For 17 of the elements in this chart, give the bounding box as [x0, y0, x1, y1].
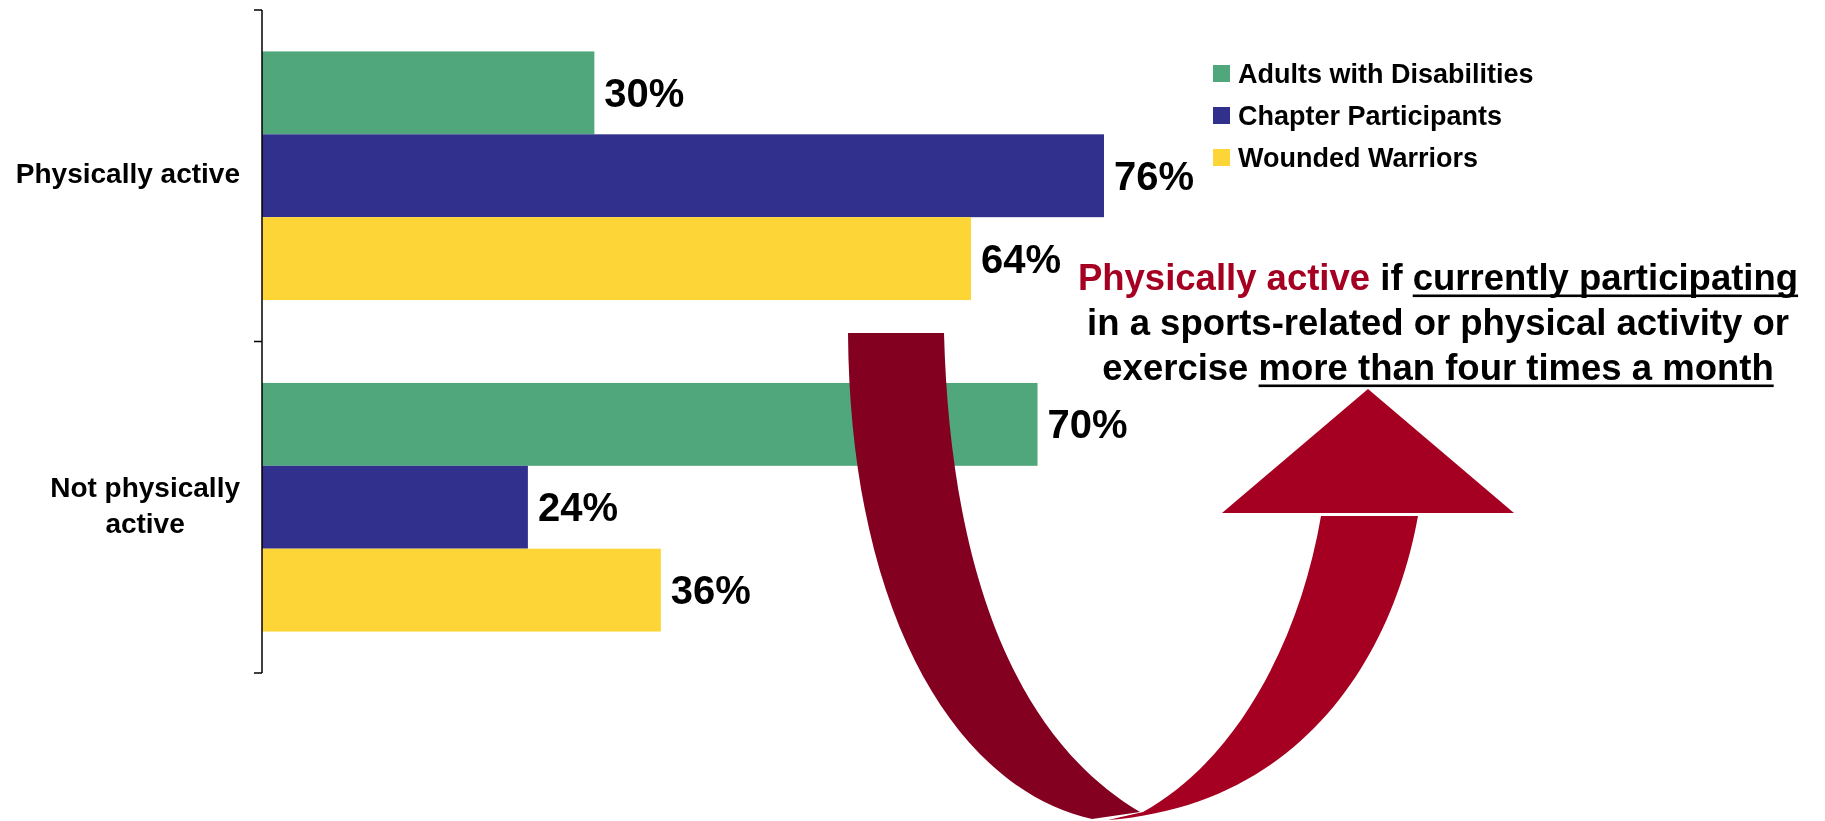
legend-label: Adults with Disabilities: [1238, 58, 1534, 89]
y-tick-label: Physically active: [15, 158, 240, 190]
bar: [262, 465, 528, 549]
annotation: Physically active if currently participating in a sports-related or physical activity or exercise more than four times a month: [1077, 257, 1799, 388]
data-label: 36%: [670, 568, 751, 613]
data-label: 24%: [537, 485, 618, 530]
y-tick-label: Not physically active: [50, 471, 241, 539]
bar: [262, 217, 972, 301]
data-label: 76%: [1114, 153, 1195, 198]
data-label: 30%: [604, 70, 685, 115]
data-label: 64%: [981, 236, 1062, 281]
legend-label: Chapter Participants: [1238, 100, 1503, 131]
bar: [262, 548, 661, 632]
bar: [262, 51, 595, 135]
legend-label: Wounded Warriors: [1238, 142, 1479, 173]
bar: [262, 134, 1104, 218]
data-label: 70%: [1047, 402, 1128, 447]
